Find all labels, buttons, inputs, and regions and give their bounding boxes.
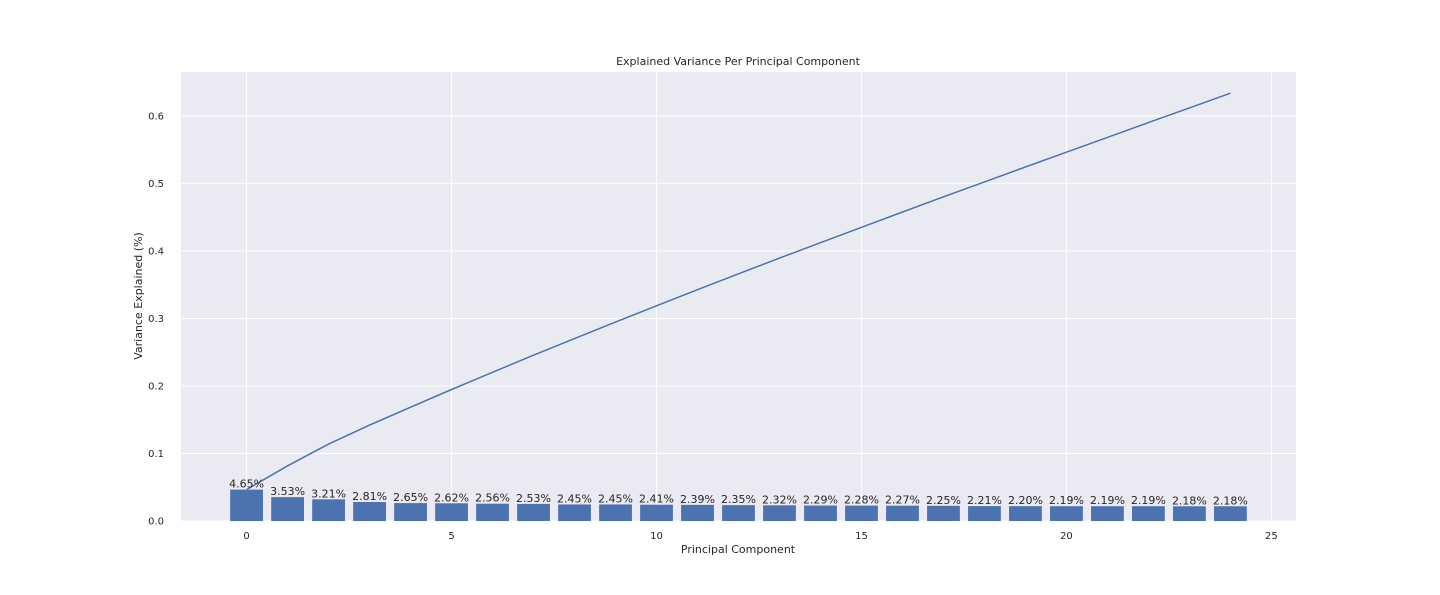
bar-label-pc-13: 2.32% bbox=[762, 493, 797, 506]
y-tick-label-2: 0.2 bbox=[148, 381, 164, 392]
x-tick-label-4: 20 bbox=[1060, 531, 1073, 542]
bar-pc-0 bbox=[230, 489, 263, 521]
bar-label-pc-0: 4.65% bbox=[229, 478, 264, 491]
bar-labels: 4.65% 3.53% 3.21% 2.81% 2.65% 2.62% 2.56% 2.53%… bbox=[229, 478, 1248, 508]
bar-pc-14 bbox=[804, 505, 837, 521]
bar-label-pc-9: 2.45% bbox=[598, 492, 633, 505]
bar-label-pc-2: 3.21% bbox=[311, 487, 346, 500]
bar-pc-12 bbox=[722, 505, 755, 521]
bar-label-pc-7: 2.53% bbox=[516, 492, 551, 505]
bar-pc-20 bbox=[1050, 506, 1083, 521]
bar-label-pc-10: 2.41% bbox=[639, 493, 674, 506]
x-tick-label-0: 0 bbox=[243, 531, 249, 542]
x-tick-label-2: 10 bbox=[650, 531, 663, 542]
bar-label-pc-22: 2.19% bbox=[1131, 494, 1166, 507]
bar-label-pc-4: 2.65% bbox=[393, 491, 428, 504]
bar-pc-2 bbox=[312, 499, 345, 521]
bar-pc-22 bbox=[1132, 506, 1165, 521]
bars bbox=[230, 489, 1247, 521]
y-tick-label-3: 0.3 bbox=[148, 314, 164, 325]
cumulative-line-group bbox=[246, 92, 1231, 491]
y-tick-label-5: 0.5 bbox=[148, 179, 164, 190]
bar-label-pc-14: 2.29% bbox=[803, 494, 838, 507]
bar-pc-1 bbox=[271, 497, 304, 521]
x-tick-labels: 0 5 10 15 20 25 bbox=[243, 531, 1277, 542]
x-tick-label-5: 25 bbox=[1265, 531, 1278, 542]
y-tick-label-1: 0.1 bbox=[148, 449, 164, 460]
bar-pc-6 bbox=[476, 503, 509, 521]
bar-label-pc-24: 2.18% bbox=[1213, 494, 1248, 507]
bar-pc-16 bbox=[886, 505, 919, 521]
bar-pc-7 bbox=[517, 503, 550, 521]
bar-pc-19 bbox=[1009, 506, 1042, 521]
bar-pc-5 bbox=[435, 503, 468, 521]
bar-pc-23 bbox=[1173, 506, 1206, 521]
bar-label-pc-8: 2.45% bbox=[557, 492, 592, 505]
bar-pc-17 bbox=[927, 505, 960, 521]
bar-label-pc-23: 2.18% bbox=[1172, 494, 1207, 507]
bar-label-pc-18: 2.21% bbox=[967, 494, 1002, 507]
bar-pc-8 bbox=[558, 504, 591, 521]
bar-label-pc-21: 2.19% bbox=[1090, 494, 1125, 507]
bar-label-pc-3: 2.81% bbox=[352, 490, 387, 503]
bar-label-pc-20: 2.19% bbox=[1049, 494, 1084, 507]
bar-pc-13 bbox=[763, 505, 796, 521]
bar-pc-4 bbox=[394, 503, 427, 521]
bar-label-pc-6: 2.56% bbox=[475, 492, 510, 505]
bar-label-pc-17: 2.25% bbox=[926, 494, 961, 507]
y-axis-label: Variance Explained (%) bbox=[132, 232, 145, 360]
bar-pc-11 bbox=[681, 504, 714, 521]
bar-label-pc-19: 2.20% bbox=[1008, 494, 1043, 507]
bar-label-pc-5: 2.62% bbox=[434, 491, 469, 504]
bar-label-pc-16: 2.27% bbox=[885, 494, 920, 507]
bar-pc-24 bbox=[1214, 506, 1247, 521]
bar-pc-21 bbox=[1091, 506, 1124, 521]
bar-pc-9 bbox=[599, 504, 632, 521]
bar-label-pc-1: 3.53% bbox=[270, 485, 305, 498]
bar-label-pc-12: 2.35% bbox=[721, 493, 756, 506]
bar-pc-10 bbox=[640, 504, 673, 521]
y-tick-labels: 0.0 0.1 0.2 0.3 0.4 0.5 0.6 bbox=[148, 111, 164, 527]
cumulative-variance-line bbox=[246, 92, 1231, 491]
bar-label-pc-15: 2.28% bbox=[844, 494, 879, 507]
y-tick-label-4: 0.4 bbox=[148, 246, 164, 257]
x-tick-label-3: 15 bbox=[855, 531, 868, 542]
y-tick-label-6: 0.6 bbox=[148, 111, 164, 122]
plot-background bbox=[181, 72, 1296, 521]
x-tick-label-1: 5 bbox=[448, 531, 454, 542]
bar-pc-3 bbox=[353, 502, 386, 521]
x-axis-label: Principal Component bbox=[681, 543, 796, 556]
y-tick-label-0: 0.0 bbox=[148, 517, 164, 528]
chart-title: Explained Variance Per Principal Compone… bbox=[616, 55, 860, 68]
bar-label-pc-11: 2.39% bbox=[680, 493, 715, 506]
bar-pc-18 bbox=[968, 506, 1001, 521]
bar-pc-15 bbox=[845, 505, 878, 521]
